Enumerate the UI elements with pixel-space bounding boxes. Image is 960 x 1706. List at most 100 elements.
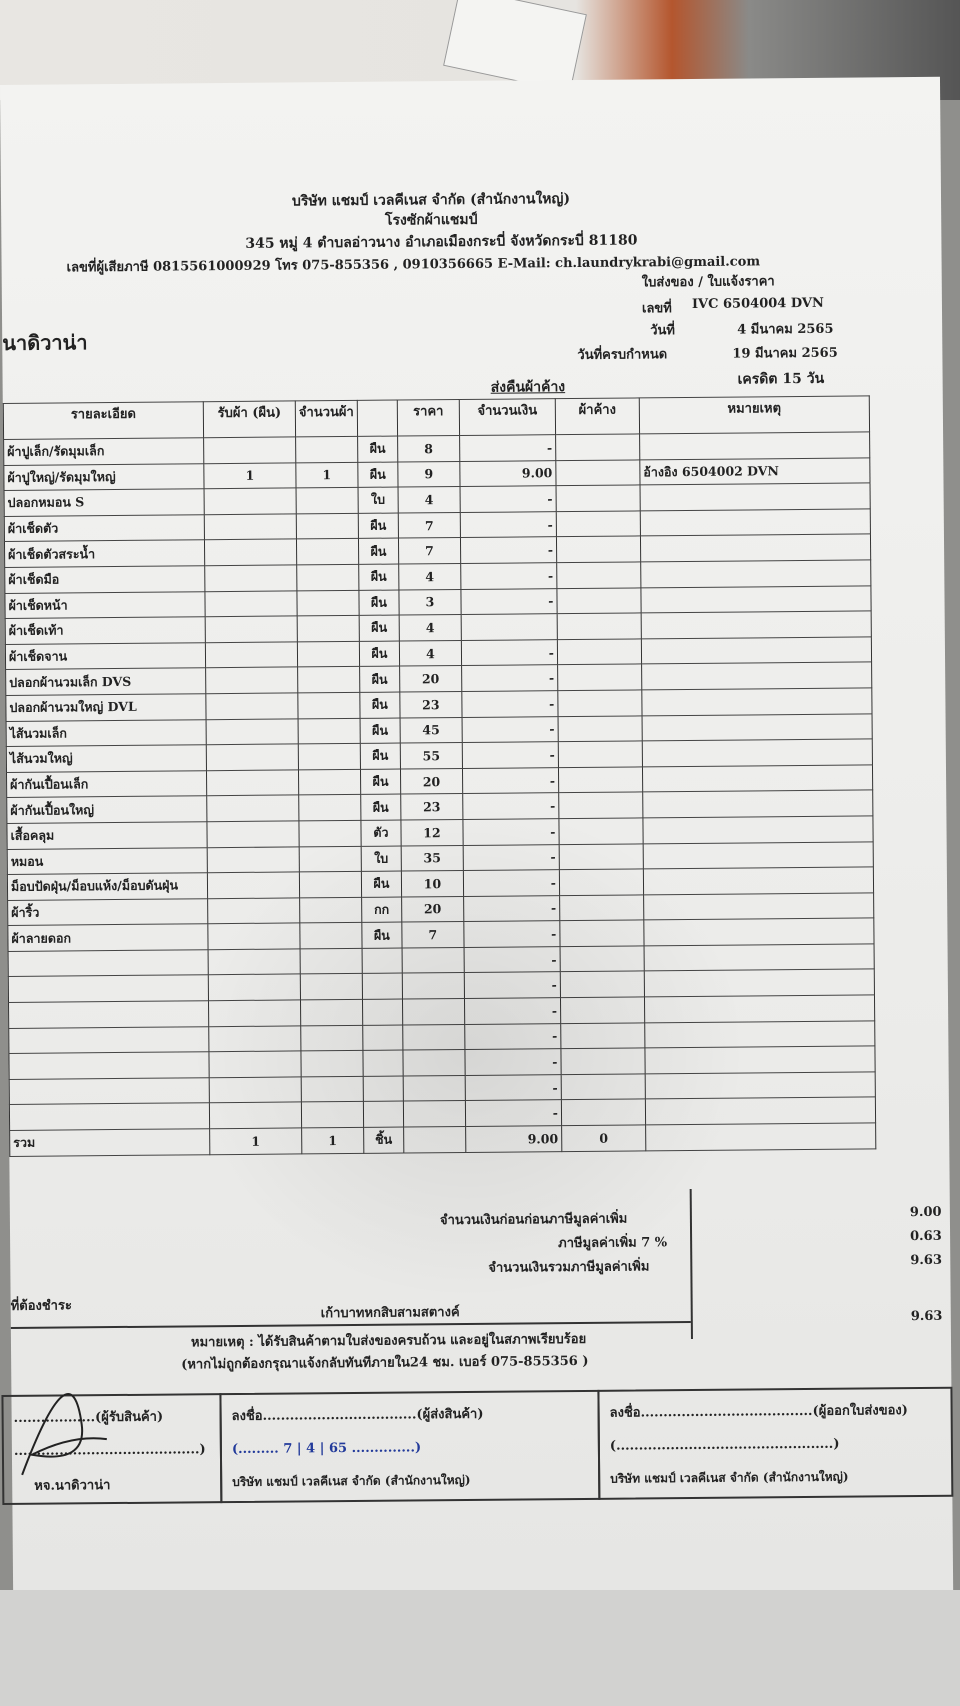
table-cell: 1 — [203, 462, 297, 489]
table-cell: 9.00 — [465, 1125, 562, 1153]
table-cell — [640, 508, 871, 537]
table-cell — [555, 459, 640, 486]
doc-no: IVC 6504004 DVN — [691, 295, 824, 312]
table-cell: ผ้าเช็ดหน้า — [4, 591, 206, 619]
table-cell: ปลอกผ้านวมเล็ก DVS — [5, 668, 206, 696]
table-cell — [556, 561, 641, 589]
table-cell: ผืน — [358, 538, 399, 565]
table-cell: 1 — [295, 461, 358, 489]
table-cell: 9 — [397, 461, 460, 488]
table-cell — [640, 559, 871, 588]
table-cell — [560, 996, 645, 1024]
table-cell — [644, 1046, 876, 1074]
payable-label: ที่ต้องชำระ — [10, 1298, 72, 1314]
table-cell — [643, 918, 874, 946]
table-cell — [300, 1025, 363, 1052]
table-cell: - — [463, 844, 560, 871]
table-cell: - — [461, 665, 558, 692]
table-cell — [561, 1073, 646, 1101]
table-cell — [641, 611, 872, 639]
table-cell: หมอน — [7, 847, 208, 875]
table-cell — [402, 1049, 466, 1076]
table-cell — [641, 713, 873, 742]
column-header: รับผ้า (ผืน) — [203, 400, 296, 438]
table-cell — [403, 1100, 466, 1128]
table-cell: ผ้าเช็ดตัวสระน้ำ — [4, 540, 205, 568]
table-cell — [362, 1050, 404, 1077]
table-cell — [558, 766, 643, 793]
table-cell: ผืน — [357, 436, 398, 462]
table-cell: อ้างอิง 6504002 DVN — [639, 457, 870, 486]
table-cell: 4 — [397, 486, 461, 513]
table-cell — [362, 999, 403, 1026]
table-cell — [296, 564, 359, 591]
amount-in-words: เก้าบาทหกสิบสามสตางค์ — [320, 1305, 460, 1322]
table-cell: ผืน — [357, 461, 398, 488]
table-cell — [9, 1077, 210, 1105]
total-vat-value: 9.63 — [910, 1252, 943, 1269]
table-cell — [556, 587, 642, 614]
table-cell — [300, 999, 363, 1026]
table-cell — [560, 971, 645, 998]
table-cell — [209, 1076, 302, 1104]
column-header: รายละเอียด — [3, 401, 204, 440]
table-cell: ใบ — [361, 845, 402, 872]
table-cell: - — [459, 485, 557, 513]
table-cell: - — [463, 895, 560, 922]
table-cell — [204, 564, 297, 592]
divider — [689, 1189, 693, 1340]
before-vat-label: จำนวนเงินก่อนก่อนภาษีมูลค่าเพิ่ม — [439, 1211, 628, 1229]
vat-value: 0.63 — [910, 1228, 942, 1245]
table-cell — [557, 613, 642, 640]
table-cell — [559, 843, 644, 870]
column-header: ผ้าค้าง — [555, 397, 640, 435]
table-cell — [640, 534, 871, 562]
table-cell: - — [463, 869, 560, 897]
table-cell — [363, 1101, 404, 1128]
sender-name-line: (......... 7 | 4 | 65 ..............) — [231, 1440, 422, 1458]
table-cell — [403, 1075, 466, 1102]
column-header: จำนวนเงิน — [459, 398, 556, 436]
table-cell: - — [461, 639, 558, 666]
background-paper — [0, 1590, 960, 1706]
table-cell: 7 — [401, 921, 464, 948]
table-cell — [555, 485, 641, 512]
table-cell — [208, 999, 301, 1027]
table-cell: - — [460, 562, 557, 590]
table-cell: ผ้าเช็ดมือ — [4, 565, 205, 594]
table-cell: - — [464, 1048, 562, 1076]
credit-terms: เครดิต 15 วัน — [737, 370, 825, 388]
vat-label: ภาษีมูลค่าเพิ่ม 7 % — [558, 1235, 668, 1252]
table-cell — [645, 1071, 876, 1100]
table-cell: ผืน — [358, 564, 399, 590]
date-label: วันที่ — [650, 323, 676, 339]
table-cell — [297, 666, 360, 693]
column-header: จำนวนผ้า — [295, 400, 358, 437]
table-cell — [557, 715, 643, 742]
table-cell — [8, 1000, 209, 1029]
column-header: ราคา — [397, 399, 460, 437]
table-cell: ผ้าริ้ว — [7, 898, 208, 926]
table-cell — [206, 795, 299, 822]
table-cell: ผ้าเช็ดเท้า — [5, 616, 206, 645]
table-cell: ผ้าปูใหญ่/รัดมุมใหญ่ — [3, 463, 205, 491]
table-cell — [361, 947, 403, 974]
table-cell — [204, 539, 297, 566]
table-cell — [561, 1099, 646, 1126]
table-cell — [298, 717, 361, 745]
table-cell — [641, 662, 872, 690]
customer-name: นาดิวาน่า — [2, 330, 88, 355]
table-cell — [297, 615, 360, 642]
table-cell: 35 — [401, 844, 464, 872]
table-cell — [362, 1024, 403, 1051]
table-cell — [299, 871, 362, 898]
table-cell: ผืน — [361, 922, 402, 949]
table-cell — [642, 764, 873, 793]
table-cell: 23 — [400, 793, 463, 820]
table-cell: - — [464, 997, 561, 1025]
table-cell — [298, 769, 361, 796]
table-cell — [642, 739, 873, 767]
table-cell — [555, 433, 640, 461]
table-cell — [558, 741, 643, 768]
table-cell: 23 — [399, 691, 462, 718]
